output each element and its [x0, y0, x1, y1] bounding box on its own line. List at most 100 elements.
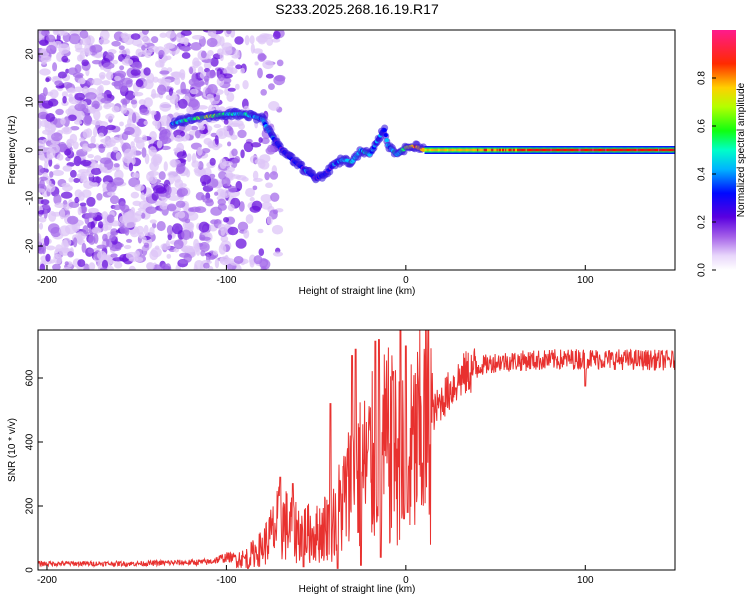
spectrogram-x-axis-label: Height of straight line (km): [299, 286, 416, 297]
noise-blob: [198, 81, 206, 86]
noise-blob: [249, 197, 255, 202]
noise-blob: [200, 174, 212, 185]
noise-blob: [112, 257, 125, 262]
noise-blob: [186, 153, 192, 163]
noise-blob: [261, 137, 270, 145]
noise-blob: [226, 30, 232, 35]
noise-blob: [159, 202, 169, 210]
noise-blob: [86, 77, 95, 86]
noise-blob: [218, 223, 226, 231]
noise-blob: [155, 187, 167, 194]
noise-blob: [141, 30, 149, 35]
x-tick-label: -100: [216, 275, 236, 286]
noise-blob: [102, 223, 109, 232]
noise-blob: [245, 214, 254, 224]
noise-blob: [167, 233, 173, 241]
noise-blob: [73, 120, 83, 125]
noise-blob: [145, 206, 157, 214]
noise-blob: [87, 207, 99, 214]
noise-blob: [238, 201, 245, 212]
noise-blob: [149, 219, 157, 224]
noise-blob: [207, 84, 218, 95]
colorbar-tick-label: 0.0: [697, 263, 708, 277]
noise-blob: [214, 135, 219, 145]
noise-blob: [107, 139, 116, 147]
noise-blob: [166, 203, 177, 212]
noise-blob: [252, 48, 263, 54]
noise-blob: [161, 263, 169, 270]
signal-core: [382, 128, 387, 133]
noise-blob: [124, 126, 135, 136]
noise-blob: [131, 112, 137, 124]
noise-blob: [61, 91, 69, 98]
noise-blob: [112, 204, 122, 211]
noise-blob: [56, 153, 64, 161]
noise-blob: [52, 169, 64, 176]
noise-blob: [171, 91, 177, 100]
noise-blob: [53, 193, 62, 205]
noise-blob: [202, 197, 214, 203]
noise-blob: [51, 132, 63, 142]
noise-blob: [109, 234, 116, 242]
noise-blob: [82, 225, 89, 235]
noise-blob: [54, 80, 63, 87]
noise-blob: [160, 243, 171, 251]
noise-blob: [151, 36, 159, 44]
noise-blob: [141, 147, 147, 158]
noise-blob: [48, 158, 53, 167]
noise-blob: [150, 110, 157, 116]
noise-blob: [254, 61, 259, 66]
noise-blob: [265, 73, 274, 79]
noise-blob: [106, 102, 115, 108]
noise-blob: [81, 59, 89, 67]
noise-blob: [173, 239, 184, 250]
noise-blob: [62, 165, 72, 172]
noise-blob: [130, 68, 141, 76]
noise-blob: [116, 242, 124, 248]
noise-blob: [219, 189, 231, 199]
noise-blob: [130, 141, 135, 148]
noise-blob: [272, 209, 278, 215]
noise-blob: [82, 143, 89, 152]
noise-blob: [88, 262, 96, 270]
colorbar-tick-label: 0.6: [697, 119, 708, 133]
noise-blob: [45, 245, 56, 251]
noise-blob: [63, 204, 70, 211]
noise-blob: [191, 73, 197, 83]
noise-blob: [197, 168, 205, 177]
noise-blob: [44, 235, 50, 247]
noise-blob: [243, 141, 254, 153]
noise-blob: [62, 96, 67, 104]
noise-blob: [157, 84, 167, 96]
noise-blob: [166, 185, 172, 195]
noise-blob: [144, 52, 152, 58]
colorbar-label: Normalized spectral amplitude: [736, 82, 747, 217]
noise-blob: [121, 58, 134, 66]
noise-blob: [120, 104, 128, 114]
noise-blob: [102, 62, 115, 69]
noise-blob: [167, 170, 179, 179]
noise-blob: [166, 225, 174, 236]
snr-line: [38, 330, 675, 569]
signal-core: [673, 148, 675, 152]
snr-panel: -200 -100 0 100 0 200 400 600 Height of straig…: [7, 329, 676, 595]
noise-blob: [45, 253, 51, 262]
noise-blob: [65, 224, 77, 235]
noise-blob: [38, 210, 46, 215]
noise-blob: [168, 88, 174, 96]
noise-blob: [193, 60, 202, 67]
noise-blob: [90, 162, 99, 169]
noise-blob: [189, 66, 194, 75]
noise-blob: [265, 182, 273, 189]
noise-blob: [87, 154, 94, 159]
noise-blob: [218, 74, 225, 82]
noise-blob: [158, 171, 166, 181]
noise-blob: [75, 47, 86, 53]
noise-blob: [181, 245, 194, 253]
noise-blob: [206, 37, 218, 48]
noise-blob: [98, 72, 106, 79]
noise-blob: [221, 177, 231, 187]
noise-blob: [90, 135, 96, 145]
noise-blob: [222, 46, 233, 56]
noise-blob: [38, 216, 47, 223]
